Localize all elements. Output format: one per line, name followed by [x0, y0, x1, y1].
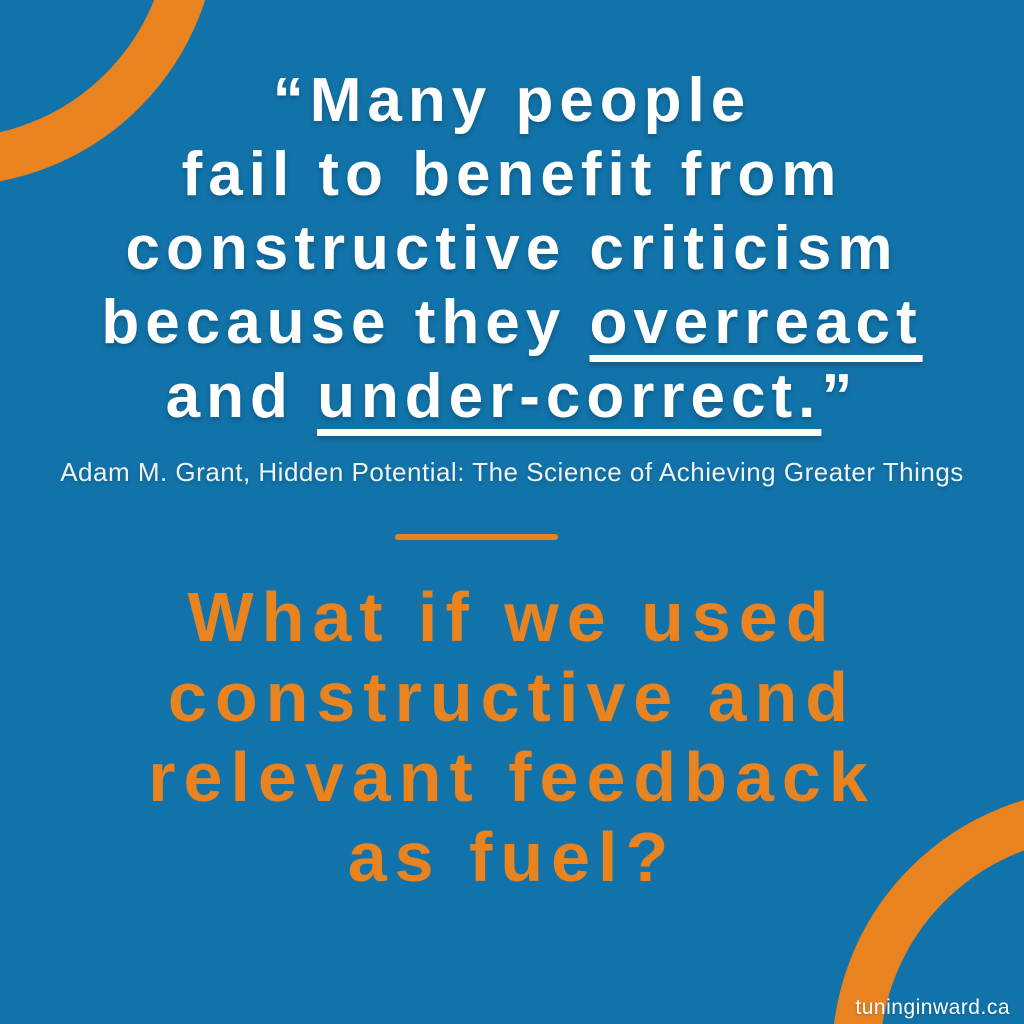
quote-line-2: fail to benefit from	[181, 140, 843, 209]
question-line-3: relevant feedback	[148, 738, 876, 816]
quote-line-5-plain: and	[165, 362, 318, 431]
quote-line-1: “Many people	[272, 66, 752, 135]
quote-line-4: because they overreact	[101, 288, 922, 357]
question-line-2: constructive and	[167, 658, 857, 736]
attribution-text: Adam M. Grant, Hidden Potential: The Sci…	[60, 457, 964, 487]
question-line-1: What if we used	[187, 578, 837, 656]
underlined-word-overreact: overreact	[589, 288, 923, 357]
question-line-4: as fuel?	[347, 818, 677, 896]
divider-line	[395, 534, 558, 540]
quote-line-4-plain: because they	[101, 288, 590, 357]
watermark-url: tuninginward.ca	[855, 996, 1010, 1019]
underlined-word-under-correct: under-correct.	[317, 362, 822, 431]
question-text: What if we used constructive and relevan…	[20, 577, 1004, 897]
quote-text: “Many people fail to benefit from constr…	[20, 64, 1004, 434]
quote-closing-mark: ”	[821, 362, 859, 431]
quote-line-5: and under-correct.”	[166, 362, 859, 431]
quote-line-3: constructive criticism	[125, 214, 899, 283]
